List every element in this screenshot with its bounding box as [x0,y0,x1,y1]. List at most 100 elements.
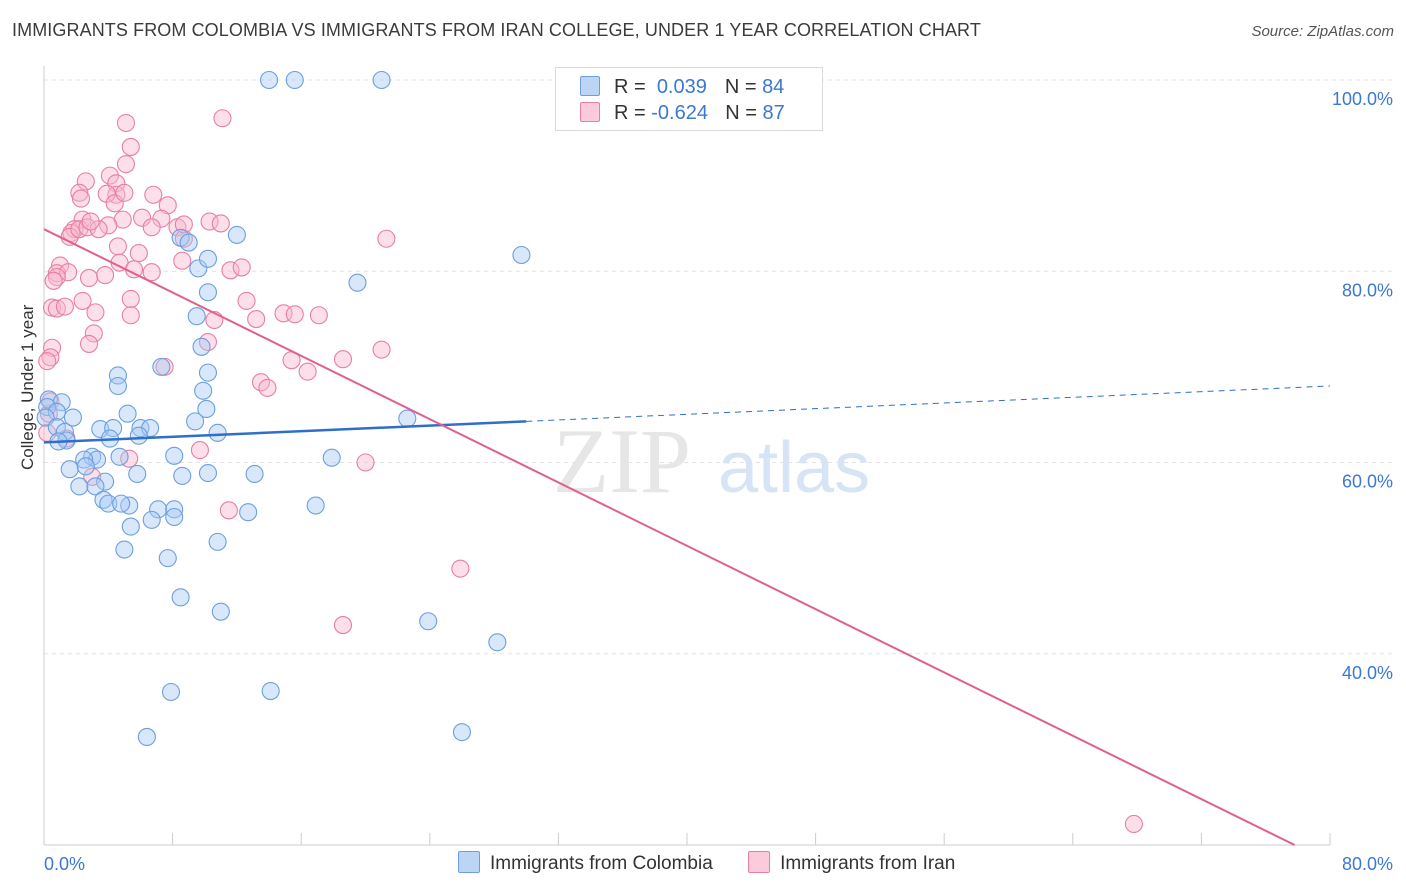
legend-swatch-iran [580,102,600,122]
point-iran [129,244,148,263]
point-colombia [47,402,66,421]
y-tick-label: 60.0% [1342,472,1393,492]
point-colombia [115,540,134,559]
point-iran [55,297,74,316]
point-colombia [245,464,264,484]
point-iran [190,441,209,460]
point-colombia [99,494,118,513]
point-colombia [419,612,438,631]
point-colombia [52,393,71,412]
legend-n-label: N = [725,102,757,124]
point-iran [333,616,353,635]
legend-r-value-iran: -0.624 [651,102,708,124]
point-colombia [171,588,190,607]
legend-name-iran: Immigrants from Iran [780,853,956,874]
point-iran [258,378,277,397]
point-iran [99,216,118,235]
point-iran [174,215,193,234]
legend-name-colombia: Immigrants from Colombia [490,853,713,874]
point-colombia [104,419,123,438]
trend-line-colombia-extension [526,385,1331,422]
point-iran [142,263,161,282]
legend-swatch-colombia [458,851,480,873]
legend-item-colombia: Immigrants from Colombia [458,851,713,875]
point-iran [372,340,391,359]
legend-swatch-colombia [580,76,600,96]
point-iran [79,268,99,287]
point-colombia [239,503,258,522]
point-iran [42,338,62,357]
point-colombia [187,307,206,326]
point-colombia [121,517,140,536]
y-tick-label: 100.0% [1332,89,1393,109]
point-iran [221,261,240,280]
point-colombia [198,249,218,268]
chart-title: IMMIGRANTS FROM COLOMBIA VS IMMIGRANTS F… [12,20,981,40]
legend-n-value-colombia: 84 [762,76,785,98]
point-iran [285,305,304,324]
point-iran [121,306,140,325]
point-colombia [306,496,325,515]
point-colombia [198,363,218,382]
point-colombia [261,681,280,701]
point-colombia [173,466,192,485]
point-iran [115,183,134,202]
point-iran [100,166,119,185]
point-colombia [192,337,211,356]
point-iran [44,271,63,290]
point-iran [38,352,57,371]
point-iran [124,260,144,279]
point-iran [356,453,375,472]
point-iran [1124,814,1143,834]
point-iran [81,212,100,231]
point-colombia [129,426,148,445]
point-colombia [227,225,246,244]
point-iran [219,501,238,520]
series-iran-points [38,109,1143,834]
point-colombia [75,450,94,469]
point-colombia [165,507,184,527]
legend-swatch-iran [748,851,771,873]
point-colombia [372,70,391,90]
point-iran [377,229,396,248]
point-colombia [76,457,95,476]
legend-r-label: R = [614,76,646,98]
point-colombia [118,404,137,423]
point-colombia [152,357,171,376]
y-tick-label: 80.0% [1342,280,1393,300]
point-iran [86,303,105,322]
point-colombia [91,419,110,439]
point-colombia [142,510,161,529]
trend-line-colombia [43,420,527,444]
x-tick-label: 80.0% [1342,854,1393,874]
point-colombia [165,500,184,519]
legend-n-label: N = [724,76,757,98]
point-iran [121,289,140,309]
point-iran [200,212,219,231]
point-colombia [285,70,304,90]
point-iran [78,218,97,237]
point-colombia [198,463,218,483]
point-colombia [96,472,115,491]
point-colombia [398,409,417,428]
point-colombia [108,366,127,385]
point-colombia [137,727,156,746]
point-colombia [110,447,129,466]
point-colombia [86,477,105,496]
point-iran [73,291,92,310]
point-colombia [211,602,230,621]
point-colombia [70,477,89,496]
point-iran [142,218,161,237]
point-colombia [179,233,198,252]
series-colombia-points [36,70,531,746]
point-iran [451,559,470,578]
point-iran [333,350,353,369]
point-colombia [131,419,150,438]
legend-n-value-iran: 87 [762,102,785,124]
legend-r-label: R = [614,102,646,124]
point-colombia [197,399,216,419]
point-iran [144,185,163,204]
legend-row-iran: R = -0.624 N = 87 [580,102,785,125]
point-colombia [512,245,531,265]
